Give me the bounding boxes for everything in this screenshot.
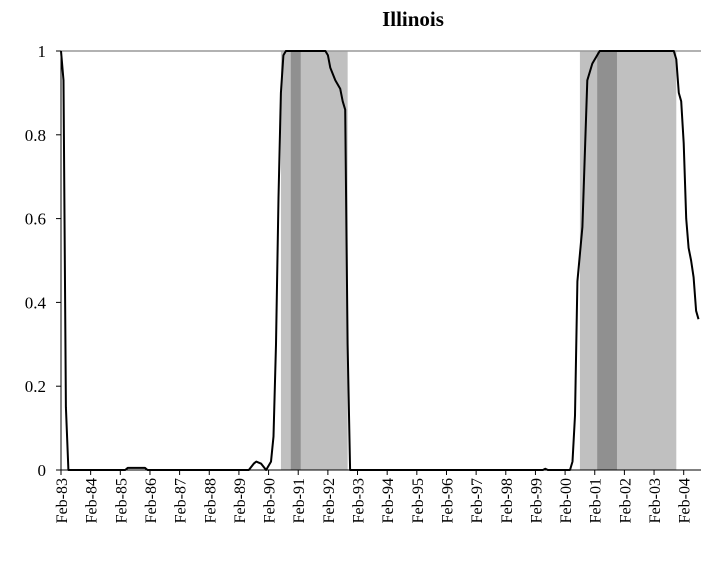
x-tick-label-12: Feb-95 xyxy=(410,478,427,523)
y-tick-label-0: 0 xyxy=(38,461,47,480)
y-tick-label-1: 0.2 xyxy=(25,377,46,396)
x-tick-label-3: Feb-86 xyxy=(143,478,160,523)
x-tick-label-8: Feb-91 xyxy=(291,478,308,523)
x-tick-label-21: Feb-04 xyxy=(677,478,694,523)
x-tick-label-20: Feb-03 xyxy=(647,478,664,523)
x-tick-label-16: Feb-99 xyxy=(528,478,545,523)
x-tick-label-10: Feb-93 xyxy=(351,478,368,523)
x-tick-label-11: Feb-94 xyxy=(380,478,397,523)
x-tick-label-1: Feb-84 xyxy=(84,478,101,523)
series-line-0 xyxy=(60,50,700,471)
x-tick-label-7: Feb-90 xyxy=(262,478,279,523)
x-tick-label-2: Feb-85 xyxy=(113,478,130,523)
shaded-region-3 xyxy=(597,51,617,470)
x-tick-label-9: Feb-92 xyxy=(321,478,338,523)
shaded-region-1 xyxy=(290,51,301,470)
shaded-regions xyxy=(280,51,677,470)
x-tick-label-18: Feb-01 xyxy=(588,478,605,523)
shaded-region-2 xyxy=(579,51,677,470)
y-tick-label-3: 0.6 xyxy=(25,210,46,229)
x-tick-label-13: Feb-96 xyxy=(439,478,456,523)
x-tick-label-17: Feb-00 xyxy=(558,478,575,523)
x-tick-label-4: Feb-87 xyxy=(173,478,190,523)
chart-title: Illinois xyxy=(382,7,444,31)
x-tick-label-15: Feb-98 xyxy=(499,478,516,523)
y-tick-label-2: 0.4 xyxy=(25,293,47,312)
series-group xyxy=(60,50,700,471)
x-tick-label-5: Feb-88 xyxy=(202,478,219,523)
y-tick-label-4: 0.8 xyxy=(25,126,46,145)
x-tick-label-0: Feb-83 xyxy=(54,478,71,523)
x-tick-label-19: Feb-02 xyxy=(617,478,634,523)
y-tick-label-5: 1 xyxy=(38,42,47,61)
x-tick-label-6: Feb-89 xyxy=(232,478,249,523)
x-tick-label-14: Feb-97 xyxy=(469,478,486,523)
tick-labels: 0 0.2 0.4 0.6 0.8 1 Feb-83 Feb-84 Feb-85 Feb-86 Fe… xyxy=(25,42,694,523)
